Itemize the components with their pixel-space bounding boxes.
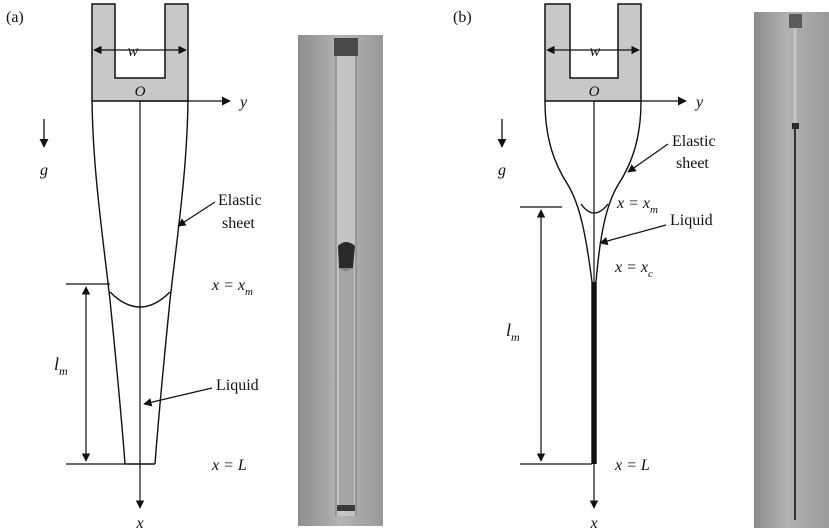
- panel-b: (b) w O y x g Elastic sheet x = xm Liqui…: [453, 3, 716, 532]
- contact-zone-b: [592, 282, 596, 464]
- y-axis-label-b: y: [694, 94, 704, 111]
- panel-a-label: (a): [6, 9, 24, 26]
- clamp-b: [544, 3, 642, 102]
- meniscus-label-b: x = xm: [616, 195, 658, 216]
- panel-a: (a) w O y x g Elastic sheet x = xm lm: [6, 3, 262, 532]
- elastic-sheet-left-a: [91, 100, 126, 465]
- x-axis-label-a: x: [135, 515, 143, 532]
- gravity-label-a: g: [40, 162, 48, 179]
- elastic-sheet-right-a: [154, 100, 189, 465]
- sheet-label-a-line1: Elastic: [218, 192, 262, 209]
- elastic-sheet-left-b: [544, 100, 593, 464]
- elastic-sheet-right-b: [595, 100, 642, 464]
- liquid-label-a: Liquid: [216, 377, 259, 394]
- experimental-photo-b: [754, 12, 829, 528]
- contact-label-b: x = xc: [614, 259, 653, 280]
- y-axis-label-a: y: [238, 94, 248, 111]
- sheet-label-b-line1: Elastic: [672, 133, 716, 150]
- liquid-label-b: Liquid: [670, 212, 713, 229]
- panel-b-label: (b): [453, 9, 472, 26]
- sheet-label-a-line2: sheet: [222, 215, 255, 232]
- meniscus-label-a: x = xm: [211, 277, 253, 298]
- x-axis-label-b: x: [589, 515, 597, 532]
- origin-label-b: O: [589, 84, 600, 100]
- experimental-photo-a: [298, 35, 383, 526]
- sheet-label-b-line2: sheet: [676, 155, 709, 172]
- meniscus-a: [109, 291, 171, 308]
- gravity-label-b: g: [498, 162, 506, 179]
- sheet-pointer-a: [177, 201, 216, 227]
- length-label-a: lm: [54, 354, 68, 378]
- liquid-pointer-b: [599, 224, 667, 246]
- end-label-a: x = L: [211, 457, 247, 474]
- length-label-b: lm: [506, 320, 520, 344]
- end-label-b: x = L: [614, 457, 650, 474]
- liquid-pointer-a: [143, 387, 213, 407]
- width-label-a: w: [128, 43, 139, 60]
- origin-label-a: O: [135, 84, 146, 100]
- width-label-b: w: [590, 43, 601, 60]
- sheet-pointer-b: [627, 143, 669, 173]
- meniscus-b: [580, 203, 609, 214]
